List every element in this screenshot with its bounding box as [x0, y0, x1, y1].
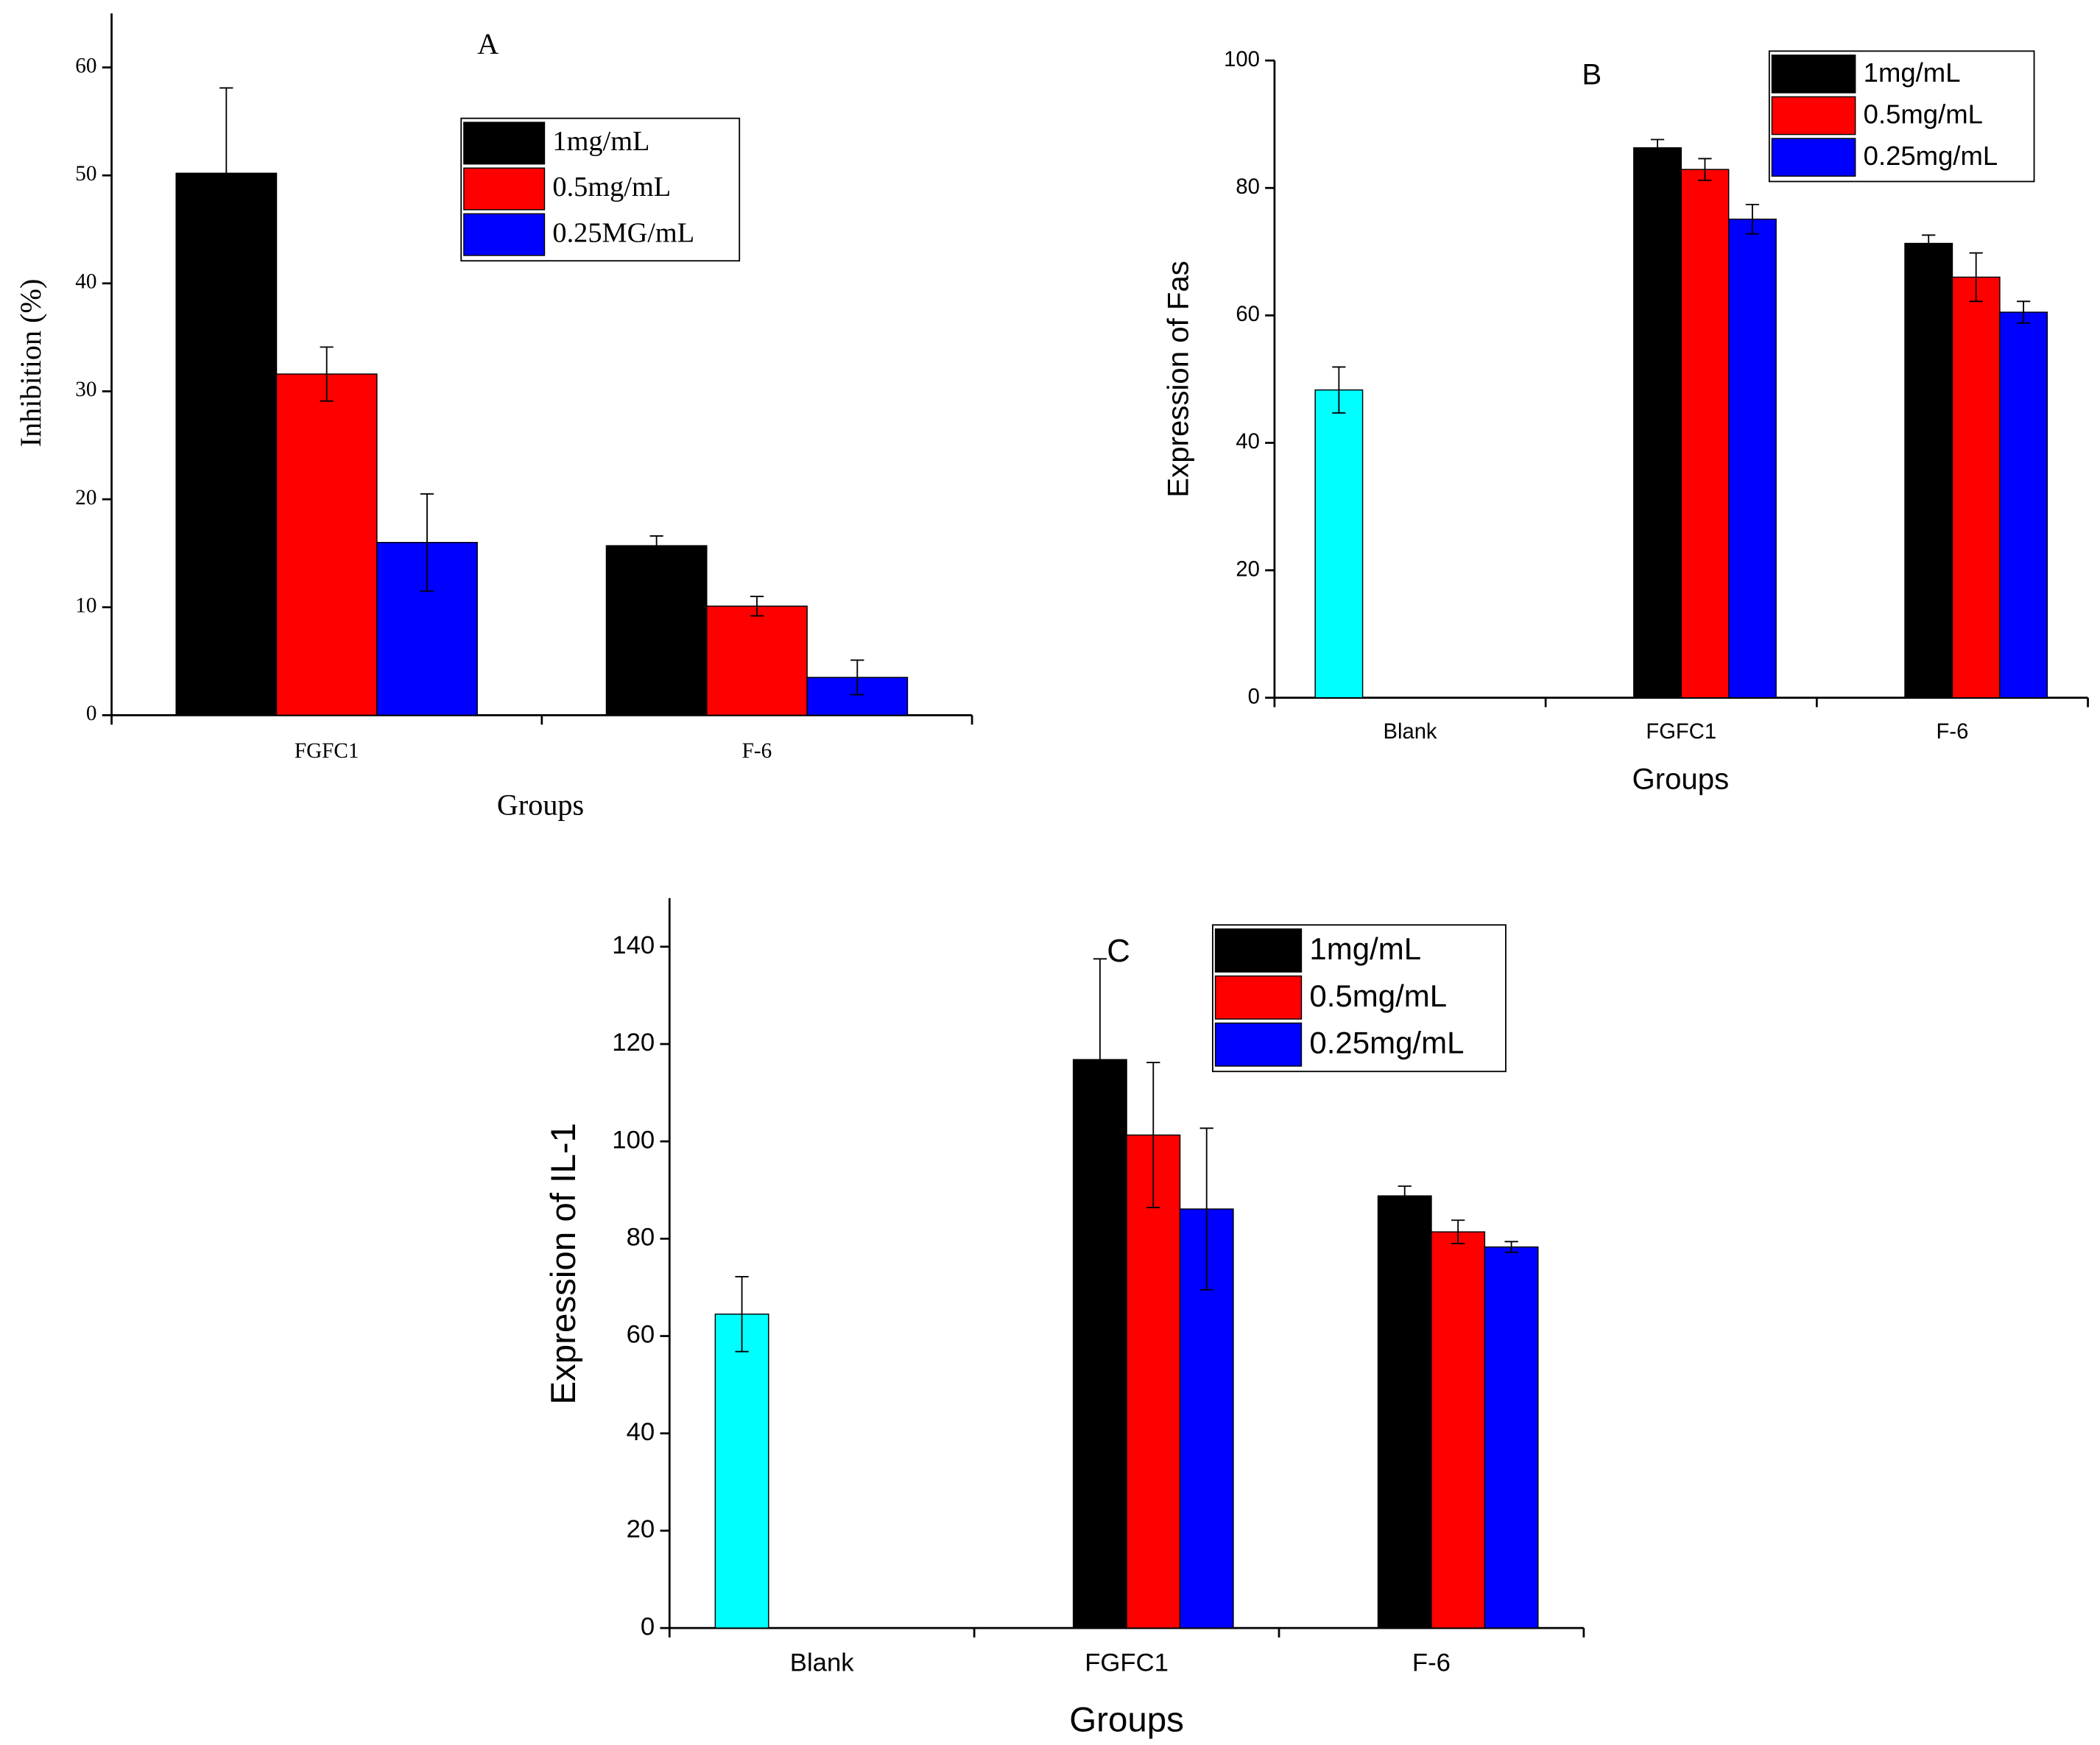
legend-swatch	[463, 121, 546, 165]
y-tick-label: 10	[75, 593, 96, 617]
legend-swatch	[1771, 96, 1856, 135]
legend-swatch	[1214, 1022, 1303, 1067]
bar	[706, 605, 808, 716]
x-axis-label: Groups	[497, 789, 584, 822]
y-tick-label: 30	[75, 378, 96, 401]
x-axis-label: Groups	[1632, 762, 1729, 795]
y-tick-label: 100	[612, 1126, 655, 1154]
legend-swatch	[1214, 975, 1303, 1020]
y-tick-label: 0	[1248, 685, 1260, 708]
chart-title: A	[477, 27, 498, 60]
y-tick-label: 40	[1236, 430, 1259, 454]
bar	[1999, 311, 2048, 699]
bar	[1484, 1246, 1539, 1629]
error-bar	[1451, 1219, 1465, 1244]
error-bar	[1698, 158, 1712, 181]
bar	[1951, 276, 2001, 699]
x-tick-label: FGFC1	[1085, 1649, 1169, 1677]
y-tick-label: 40	[75, 270, 96, 294]
bar	[1633, 147, 1682, 699]
legend-label: 0.25MG/mL	[552, 217, 694, 248]
legend-swatch	[1771, 138, 1856, 177]
error-bar	[1650, 138, 1665, 157]
bar	[1431, 1231, 1486, 1629]
error-bar	[320, 346, 334, 402]
error-bar	[1745, 203, 1760, 235]
y-axis-label: Inhibition (%)	[14, 279, 47, 448]
y-tick-label: 20	[75, 486, 96, 510]
error-bar	[850, 659, 864, 696]
legend-swatch	[463, 213, 546, 256]
legend-label: 0.5mg/mL	[552, 172, 671, 202]
chart-title: C	[1107, 933, 1130, 969]
error-bar	[750, 596, 764, 617]
error-bar	[1332, 366, 1346, 414]
bar	[605, 545, 708, 716]
error-bar	[1199, 1127, 1213, 1291]
chart-title: B	[1582, 58, 1602, 91]
legend-label: 0.25mg/mL	[1309, 1026, 1464, 1060]
bar	[175, 172, 278, 716]
legend-label: 0.5mg/mL	[1309, 979, 1447, 1013]
legend-label: 0.25mg/mL	[1864, 141, 1998, 171]
y-tick-label: 20	[627, 1515, 655, 1543]
x-tick-label: F-6	[1412, 1649, 1451, 1677]
y-tick-label: 80	[1236, 175, 1259, 199]
error-bar	[1969, 252, 1983, 303]
x-tick-label: FGFC1	[295, 739, 359, 763]
y-tick-label: 140	[612, 931, 655, 959]
x-tick-label: FGFC1	[1646, 720, 1716, 744]
error-bar	[1398, 1185, 1412, 1207]
y-tick-label: 60	[627, 1321, 655, 1349]
legend-swatch	[463, 167, 546, 211]
y-tick-label: 40	[627, 1418, 655, 1446]
y-tick-label: 50	[75, 162, 96, 186]
y-tick-label: 100	[1224, 48, 1260, 71]
y-tick-label: 20	[1236, 557, 1259, 581]
error-bar	[2016, 300, 2031, 324]
error-bar	[1922, 234, 1936, 253]
error-bar	[1093, 958, 1107, 1161]
legend-label: 1mg/mL	[1864, 57, 1961, 88]
error-bar	[1146, 1062, 1160, 1208]
bar	[1126, 1134, 1181, 1629]
x-axis-label: Groups	[1069, 1700, 1184, 1739]
bar	[714, 1314, 769, 1629]
x-tick-label: Blank	[790, 1649, 854, 1677]
y-tick-label: 80	[627, 1224, 655, 1252]
y-axis-label: Expression of Fas	[1162, 261, 1195, 497]
y-tick-label: 120	[612, 1029, 655, 1057]
x-tick-label: F-6	[1937, 720, 1969, 744]
error-bar	[420, 493, 434, 592]
bar	[1377, 1195, 1432, 1629]
error-bar	[1504, 1241, 1518, 1253]
legend-swatch	[1771, 54, 1856, 94]
y-tick-label: 60	[1236, 303, 1259, 326]
legend-label: 0.5mg/mL	[1864, 99, 1983, 130]
bar	[1727, 218, 1777, 699]
bar	[1314, 389, 1364, 699]
x-tick-label: Blank	[1383, 720, 1437, 744]
error-bar	[219, 87, 233, 260]
error-bar	[649, 535, 663, 557]
error-bar	[735, 1276, 749, 1353]
legend-swatch	[1214, 928, 1303, 973]
legend-label: 1mg/mL	[552, 126, 649, 157]
y-tick-label: 0	[86, 702, 97, 725]
y-tick-label: 0	[641, 1612, 655, 1640]
y-axis-label: Expression of IL-1	[544, 1123, 583, 1405]
bar	[275, 373, 378, 716]
y-tick-label: 60	[75, 54, 96, 77]
bar	[1680, 169, 1730, 699]
x-tick-label: F-6	[742, 739, 772, 763]
bar	[1904, 242, 1953, 699]
legend-label: 1mg/mL	[1309, 931, 1421, 966]
